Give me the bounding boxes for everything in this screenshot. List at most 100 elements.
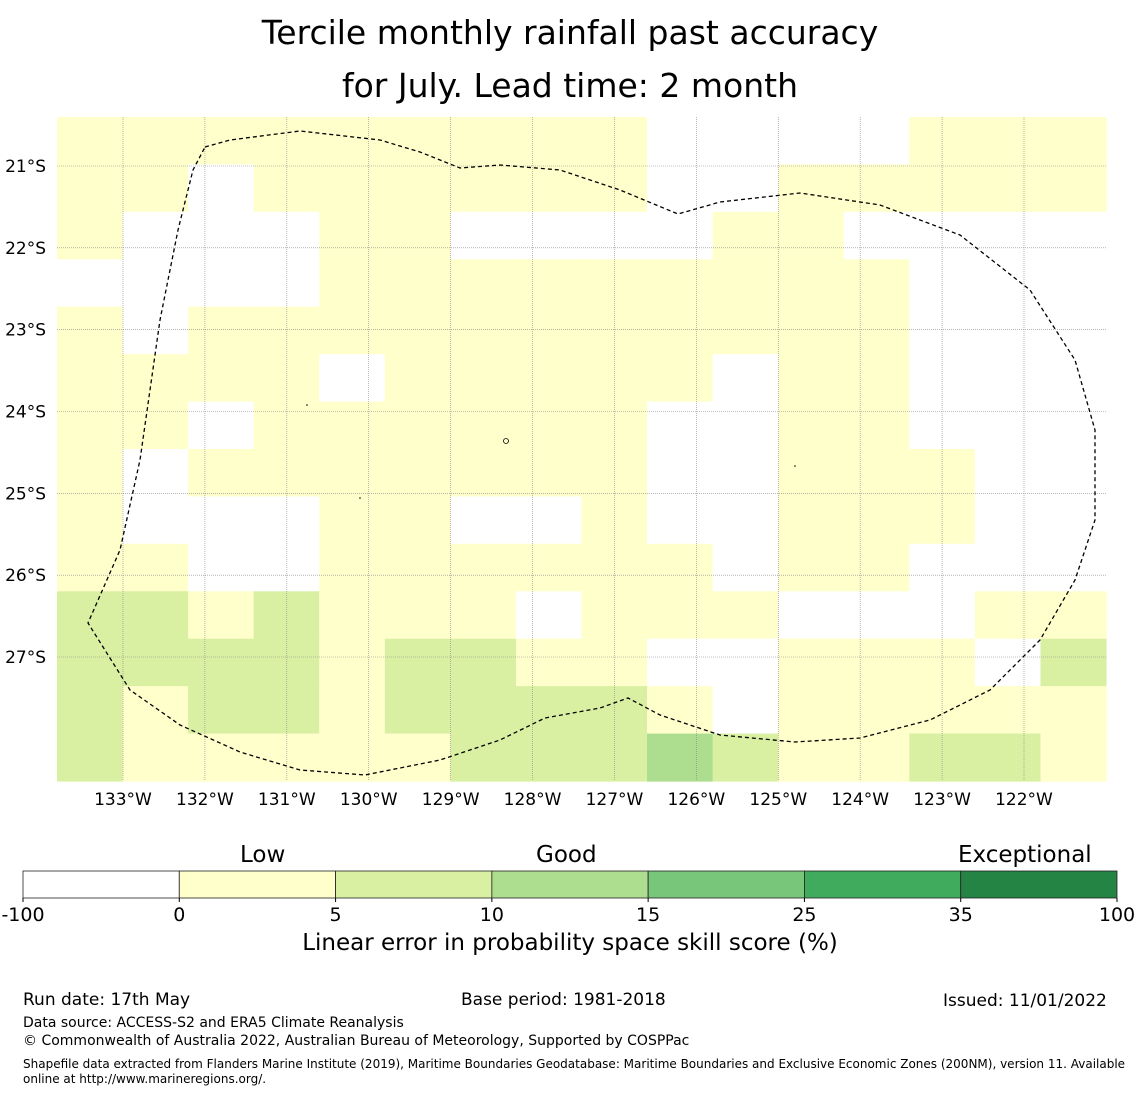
latitude-label: 22°S (5, 239, 46, 259)
grid-cell (1040, 686, 1107, 735)
grid-cell (647, 686, 714, 735)
graticule (57, 117, 1106, 781)
grid-cell (384, 164, 451, 213)
grid-cell (450, 117, 517, 166)
grid-cell (647, 354, 714, 403)
grid-cell (778, 543, 845, 592)
colorbar: -100 0 5 10 15 25 35 100 (1, 870, 1135, 926)
longitude-label: 130°W (340, 790, 398, 810)
grid-cell (122, 259, 189, 308)
colorbar-tick-label: 100 (1099, 904, 1135, 926)
grid-cell (843, 117, 910, 166)
grid-cell (450, 638, 517, 687)
grid-cell (778, 401, 845, 450)
grid-cell (122, 354, 189, 403)
latitude-label: 23°S (5, 321, 46, 341)
colorbar-tick-label: 35 (949, 904, 973, 926)
grid-cell (778, 164, 845, 213)
grid-cell (515, 591, 583, 640)
grid-cell (319, 259, 386, 308)
grid-cell (974, 733, 1042, 782)
grid-cell (712, 354, 779, 403)
grid-cell (122, 449, 189, 498)
grid-cell (843, 354, 910, 403)
grid-cell (122, 117, 189, 166)
grid-cell (778, 354, 845, 403)
grid-cell (450, 401, 517, 450)
longitude-label: 124°W (831, 790, 889, 810)
grid-cell (188, 306, 255, 355)
grid-cell (188, 449, 255, 498)
grid-cell (57, 401, 124, 450)
colorbar-head-exceptional: Exceptional (958, 842, 1092, 868)
grid-cell (188, 638, 255, 687)
grid-cell (843, 164, 910, 213)
grid-cell (712, 496, 779, 545)
grid-cell (188, 211, 255, 260)
grid-cell (384, 259, 451, 308)
grid-cell (647, 733, 714, 782)
island-marker (794, 465, 796, 467)
grid-cell (712, 686, 779, 735)
grid-cell (909, 354, 976, 403)
grid-cell (450, 259, 517, 308)
grid-cell (319, 686, 386, 735)
grid-cell (188, 543, 255, 592)
grid-cell (515, 354, 583, 403)
grid-cell (647, 259, 714, 308)
grid-cell (319, 164, 386, 213)
grid-cell (1040, 164, 1107, 213)
grid-cell (647, 543, 714, 592)
longitude-label: 125°W (749, 790, 807, 810)
title-line-2: for July. Lead time: 2 month (341, 66, 798, 105)
grid-cell (974, 117, 1042, 166)
grid-cell (57, 117, 124, 166)
longitude-label: 123°W (913, 790, 971, 810)
grid-cell (384, 306, 451, 355)
grid-cell (384, 686, 451, 735)
grid-cell (843, 496, 910, 545)
colorbar-segment (335, 870, 493, 899)
grid-cell (647, 591, 714, 640)
grid-cell (515, 117, 583, 166)
grid-cell (253, 354, 320, 403)
grid-cell (384, 449, 451, 498)
grid-cell (778, 686, 845, 735)
colorbar-tick-label: -100 (1, 904, 44, 926)
longitude-label: 129°W (422, 790, 480, 810)
grid-cell (843, 638, 910, 687)
grid-cell (384, 401, 451, 450)
grid-cell (384, 591, 451, 640)
grid-cell (319, 638, 386, 687)
grid-cell (57, 164, 124, 213)
longitude-label: 128°W (504, 790, 562, 810)
grid-cell (974, 354, 1042, 403)
latitude-label: 27°S (5, 648, 46, 668)
grid-cell (712, 117, 779, 166)
grid-cell (581, 496, 648, 545)
grid-cell (450, 686, 517, 735)
grid-cell (188, 733, 255, 782)
grid-cell (515, 543, 583, 592)
grid-cell (647, 306, 714, 355)
grid-cell (384, 733, 451, 782)
grid-cell (712, 401, 779, 450)
grid-cell (778, 449, 845, 498)
grid-cell (778, 259, 845, 308)
grid-cell (122, 733, 189, 782)
longitude-labels: 133°W 132°W 131°W 130°W 129°W 128°W 127°W 126°W… (94, 790, 1053, 810)
grid-cell (319, 117, 386, 166)
colorbar-tick-label: 25 (792, 904, 816, 926)
grid-cell (515, 211, 583, 260)
grid-cell (712, 591, 779, 640)
grid-cell (57, 638, 124, 687)
grid-cell (647, 211, 714, 260)
grid-cell (384, 496, 451, 545)
grid-cell (1040, 496, 1107, 545)
grid-cell (712, 638, 779, 687)
grid-cell (581, 164, 648, 213)
grid-cell (515, 164, 583, 213)
grid-cell (450, 164, 517, 213)
grid-cell (778, 591, 845, 640)
grid-cell (1040, 259, 1107, 308)
